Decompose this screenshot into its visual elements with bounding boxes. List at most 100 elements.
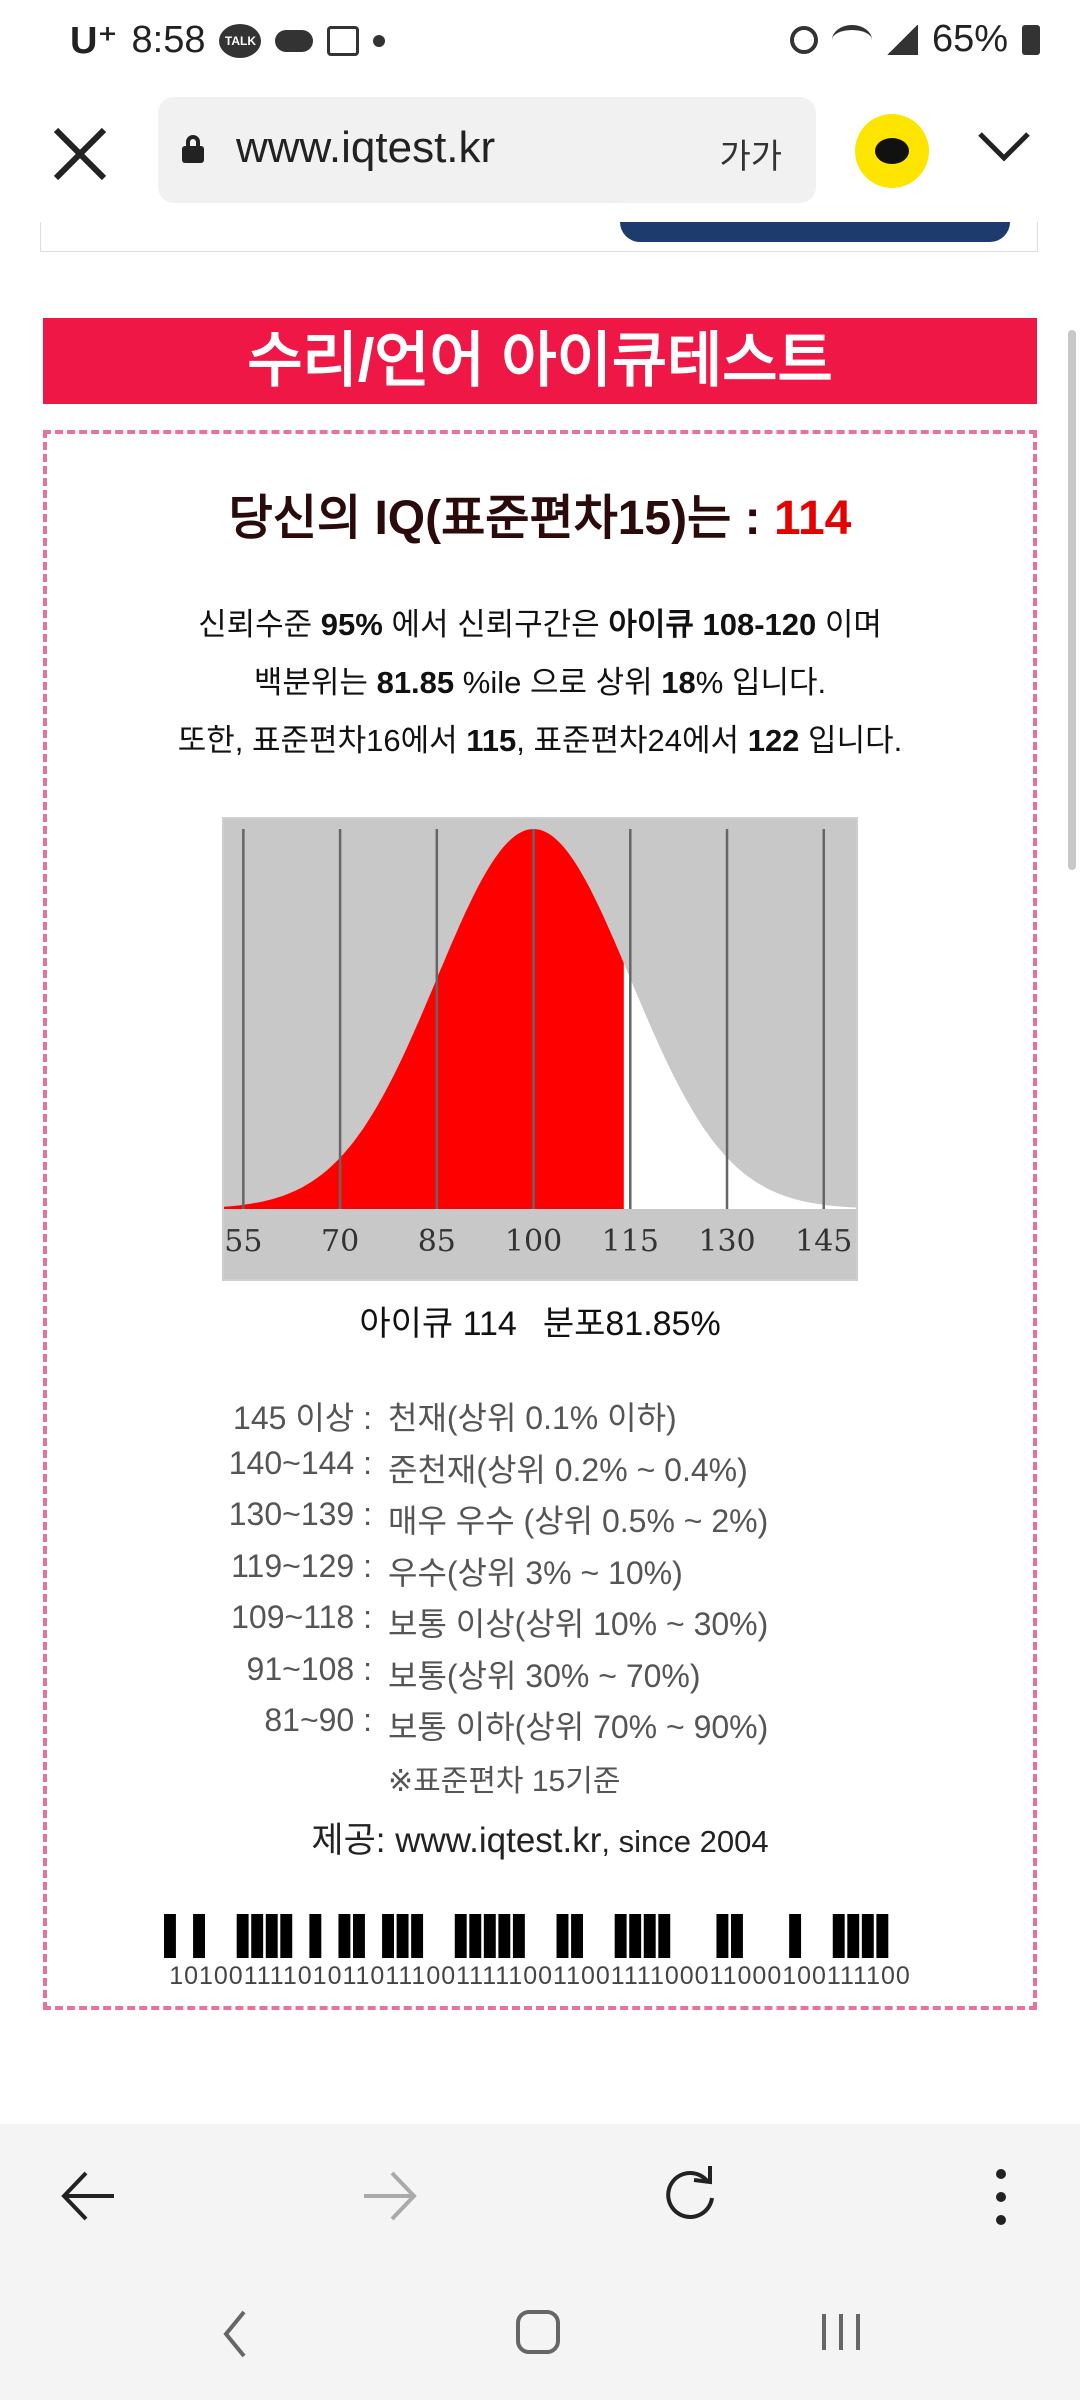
chart-svg: 55 70 85 100 115 130 145 bbox=[224, 819, 856, 1279]
gallery-icon bbox=[327, 25, 360, 56]
browser-bottom-bar bbox=[0, 2124, 1080, 2272]
barcode-bar bbox=[847, 1914, 860, 1958]
chart-axis-band bbox=[224, 1209, 856, 1279]
wifi-icon bbox=[831, 24, 872, 55]
forward-arrow-icon[interactable] bbox=[360, 2169, 418, 2223]
confidence-line: 신뢰수준 95% 에서 신뢰구간은 아이큐 108-120 이며 bbox=[198, 607, 882, 642]
barcode-bar bbox=[658, 1914, 671, 1958]
x-tick-label: 130 bbox=[698, 1224, 755, 1259]
x-tick-label: 145 bbox=[795, 1224, 852, 1259]
text-size-button[interactable]: 가가 bbox=[719, 138, 782, 176]
iq-result-heading: 당신의 IQ(표준편차15)는 : 114 bbox=[0, 478, 1080, 548]
nav-home-icon[interactable] bbox=[514, 2308, 562, 2356]
range-label: 130~139 : bbox=[228, 1496, 372, 1532]
refresh-icon[interactable] bbox=[660, 2164, 720, 2224]
system-navigation-bar bbox=[0, 2272, 1080, 2400]
range-description: 매우 우수 (상위 0.5% ~ 2%) bbox=[388, 1503, 769, 1539]
barcode-bar bbox=[571, 1914, 583, 1958]
barcode-bar bbox=[309, 1914, 322, 1958]
percentile-line: 백분위는 81.85 %ile 으로 상위 18% 입니다. bbox=[253, 665, 827, 700]
other-sd-line: 또한, 표준편차16에서 115, 표준편차24에서 122 입니다. bbox=[177, 723, 903, 758]
alarm-icon bbox=[789, 25, 818, 54]
chevron-down-icon[interactable] bbox=[976, 128, 1032, 166]
barcode-bar bbox=[236, 1914, 249, 1958]
x-tick-label: 70 bbox=[321, 1224, 359, 1259]
iq-heading-label: 당신의 IQ(표준편차15)는 : bbox=[228, 492, 774, 545]
barcode-bar bbox=[338, 1914, 351, 1958]
nav-recents-icon[interactable] bbox=[818, 2308, 864, 2356]
cloud-icon bbox=[275, 29, 314, 52]
x-tick-label: 85 bbox=[418, 1224, 456, 1259]
status-bar: U⁺ 8:58 TALK 65% bbox=[0, 0, 1080, 90]
range-label: 145 이상 : bbox=[233, 1400, 372, 1436]
barcode bbox=[164, 1914, 889, 1958]
barcode-bar bbox=[643, 1914, 656, 1958]
barcode-bar bbox=[193, 1914, 205, 1958]
range-row: 140~144 : 준천재(상위 0.2% ~ 0.4%) bbox=[0, 1445, 1080, 1497]
kakao-share-icon[interactable] bbox=[855, 114, 929, 188]
barcode-bar bbox=[251, 1914, 264, 1958]
barcode-bar bbox=[832, 1914, 845, 1958]
carrier-label: U⁺ bbox=[70, 20, 118, 62]
distribution-highlight bbox=[224, 829, 624, 1209]
barcode-bar bbox=[382, 1914, 394, 1958]
barcode-bar bbox=[396, 1914, 409, 1958]
battery-percent: 65% bbox=[931, 18, 1008, 60]
range-description: 천재(상위 0.1% 이하) bbox=[388, 1400, 677, 1436]
result-box bbox=[43, 430, 1037, 2010]
address-bar[interactable]: www.iqtest.kr 가가 bbox=[158, 97, 816, 203]
battery-icon bbox=[1022, 24, 1040, 55]
caption-iq: 아이큐 114 bbox=[359, 1305, 517, 1343]
range-row: 81~90 : 보통 이하(상위 70% ~ 90%) bbox=[0, 1702, 1080, 1754]
barcode-bar bbox=[454, 1914, 467, 1958]
range-description: 준천재(상위 0.2% ~ 0.4%) bbox=[388, 1451, 748, 1488]
range-row: 91~108 : 보통(상위 30% ~ 70%) bbox=[0, 1651, 1080, 1703]
back-arrow-icon[interactable] bbox=[60, 2169, 118, 2223]
clock: 8:58 bbox=[131, 19, 206, 61]
barcode-bar bbox=[614, 1914, 627, 1958]
barcode-number: 1010011110101101110011111001100111100011… bbox=[169, 1962, 911, 1990]
barcode-bar bbox=[164, 1914, 176, 1958]
page-scrollbar[interactable] bbox=[1068, 330, 1076, 870]
caption-percentile: 분포81.85% bbox=[542, 1305, 721, 1343]
range-label: 140~144 : bbox=[228, 1444, 372, 1481]
barcode-bar bbox=[469, 1914, 482, 1958]
iq-score: 114 bbox=[773, 492, 852, 545]
provider-line: 제공: www.iqtest.kr, since 2004 bbox=[311, 1821, 769, 1860]
range-label: 109~118 : bbox=[231, 1599, 372, 1635]
barcode-bar bbox=[483, 1914, 496, 1958]
range-row: 145 이상 : 천재(상위 0.1% 이하) bbox=[0, 1393, 1080, 1445]
url-text: www.iqtest.kr bbox=[236, 123, 496, 172]
range-row: 109~118 : 보통 이상(상위 10% ~ 30%) bbox=[0, 1599, 1080, 1651]
page-title: 수리/언어 아이큐테스트 bbox=[43, 318, 1037, 404]
barcode-bar bbox=[498, 1914, 511, 1958]
barcode-bar bbox=[716, 1914, 729, 1958]
range-label: 81~90 : bbox=[264, 1702, 372, 1738]
barcode-bar bbox=[629, 1914, 642, 1958]
barcode-bar bbox=[512, 1914, 525, 1958]
iq-distribution-chart: 55 70 85 100 115 130 145 bbox=[222, 817, 858, 1281]
chart-caption: 아이큐 114 분포81.85% bbox=[0, 1296, 1080, 1345]
barcode-bar bbox=[789, 1914, 802, 1958]
barcode-bar bbox=[556, 1914, 569, 1958]
barcode-bar bbox=[411, 1914, 424, 1958]
barcode-bar bbox=[861, 1914, 874, 1958]
range-row: 119~129 : 우수(상위 3% ~ 10%) bbox=[0, 1548, 1080, 1600]
close-tab-icon[interactable] bbox=[48, 122, 112, 186]
more-options-icon[interactable] bbox=[992, 2166, 1010, 2228]
range-description: 우수(상위 3% ~ 10%) bbox=[388, 1554, 683, 1591]
range-label: 119~129 : bbox=[231, 1547, 372, 1584]
range-description: 보통(상위 30% ~ 70%) bbox=[388, 1657, 701, 1694]
range-description: 보통 이상(상위 10% ~ 30%) bbox=[388, 1606, 769, 1642]
kakaotalk-notification-icon: TALK bbox=[219, 23, 262, 58]
previous-section-button-edge[interactable] bbox=[620, 222, 1010, 242]
range-label: 91~108 : bbox=[246, 1650, 372, 1687]
x-tick-label: 115 bbox=[602, 1224, 659, 1259]
barcode-bar bbox=[731, 1914, 743, 1958]
range-description: 보통 이하(상위 70% ~ 90%) bbox=[388, 1709, 769, 1745]
barcode-bar bbox=[353, 1914, 365, 1958]
nav-back-icon[interactable] bbox=[222, 2308, 248, 2360]
x-tick-label: 100 bbox=[505, 1224, 562, 1259]
more-notifications-dot-icon bbox=[373, 34, 386, 47]
barcode-bar bbox=[876, 1914, 889, 1958]
